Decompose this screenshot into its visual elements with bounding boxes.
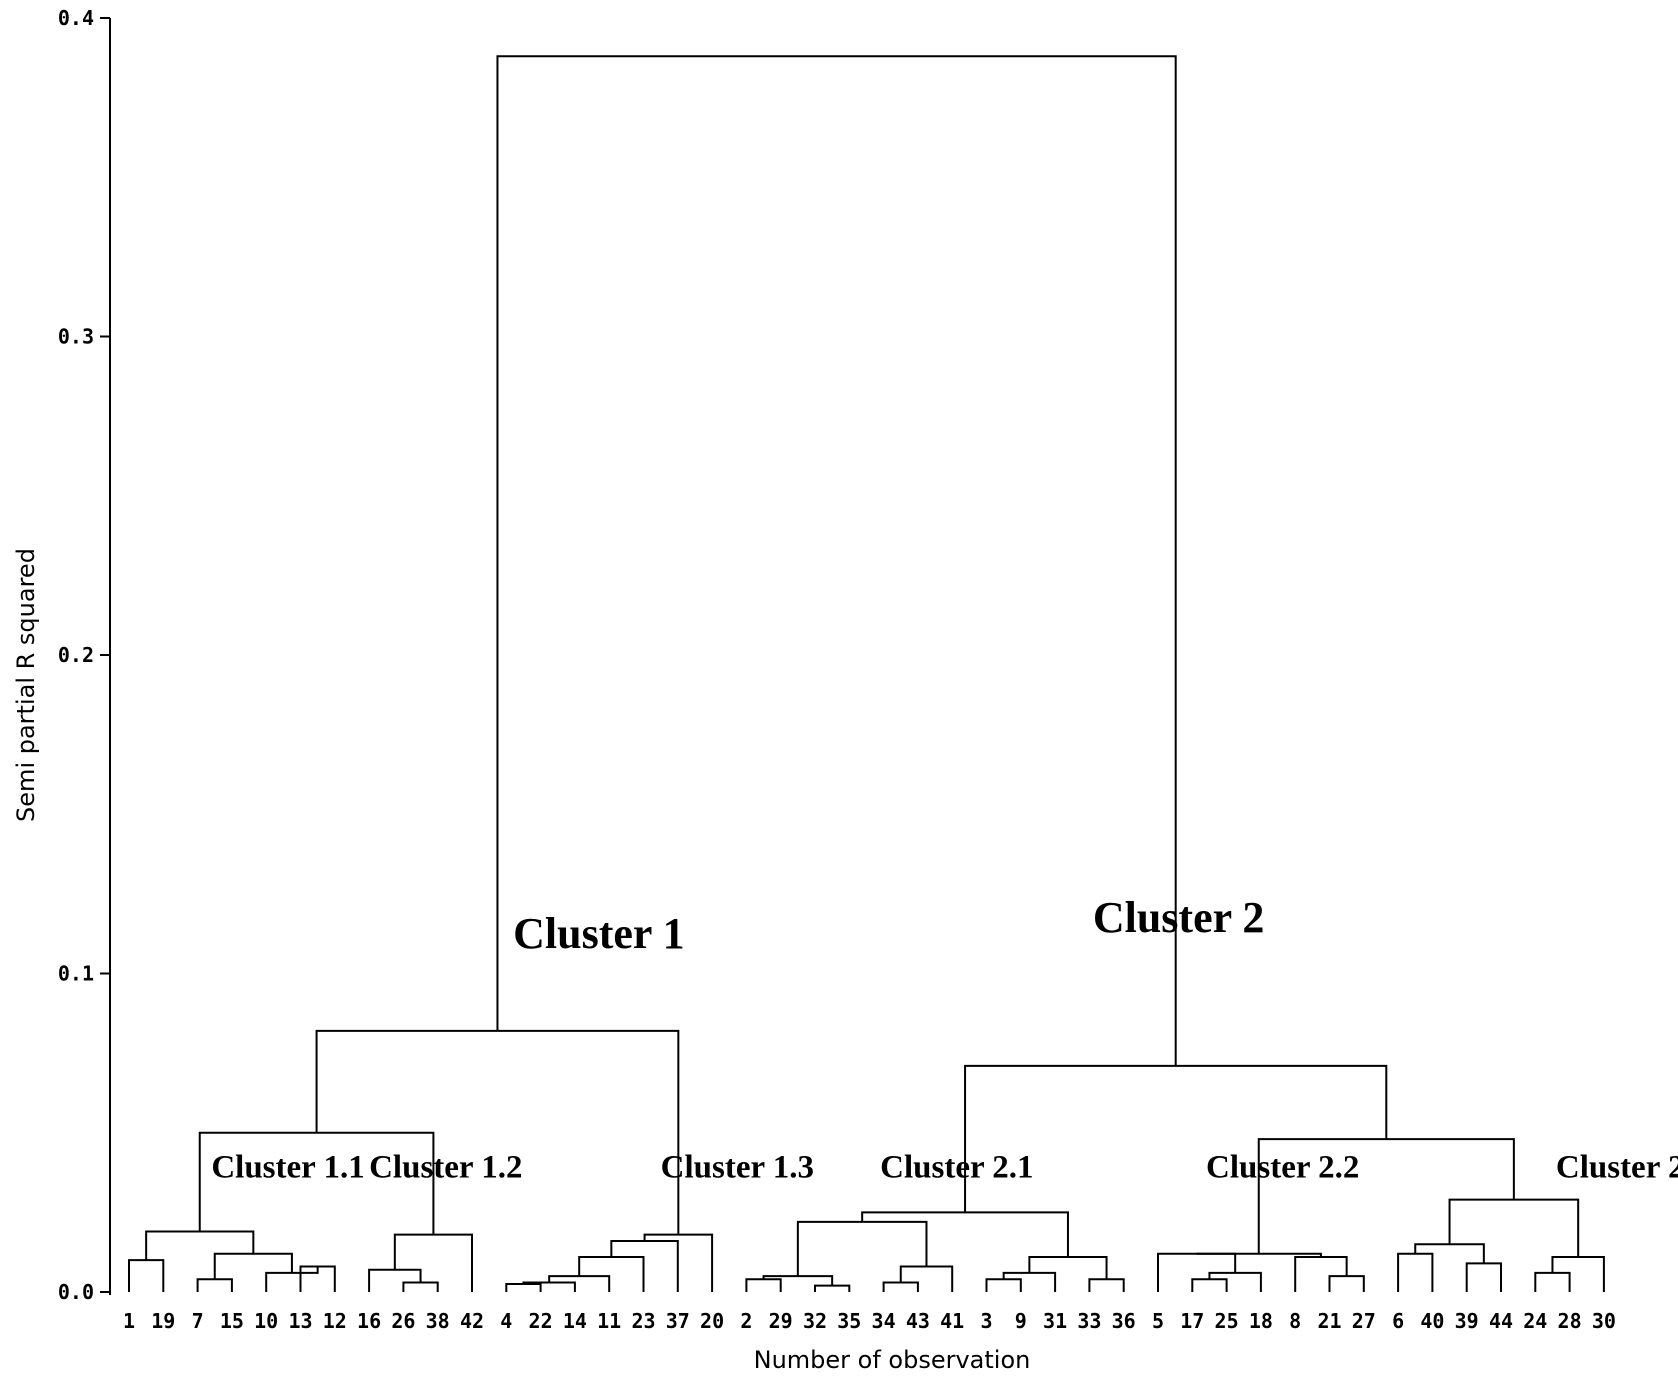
dendrogram-link (213, 1252, 293, 1280)
dendrogram-link (1465, 1262, 1502, 1292)
leaf-label: 34 (872, 1309, 896, 1333)
dendrogram-link (882, 1281, 919, 1292)
dendrogram-link (548, 1275, 611, 1292)
leaf-label: 16 (357, 1309, 381, 1333)
leaf-labels: 1 19 7 15 10 13 12 16 26 38 42 4 22 14 11 23 37 20 2 29 32 35… (123, 1309, 1616, 1333)
leaf-label: 42 (460, 1309, 484, 1333)
dendrogram-link (128, 1259, 165, 1292)
dendrogram-link (814, 1284, 851, 1292)
dendrogram-link (1448, 1198, 1580, 1257)
cluster-annotations: Cluster 1 Cluster 2 Cluster 1.1 Cluster 1.2… (211, 893, 1678, 1185)
dendrogram-link (505, 1283, 542, 1292)
leaf-label: 4 (500, 1309, 512, 1333)
leaf-label: 14 (563, 1309, 587, 1333)
leaf-label: 7 (192, 1309, 204, 1333)
leaf-label: 12 (323, 1309, 347, 1333)
leaf-label: 17 (1180, 1309, 1204, 1333)
dendrogram-link (745, 1278, 782, 1292)
leaf-label: 35 (837, 1309, 861, 1333)
cluster-label: Cluster 2 (1093, 893, 1265, 942)
dendrogram-link (1196, 1252, 1322, 1257)
cluster-label: Cluster 1.3 (661, 1149, 814, 1185)
y-tick-label: 0.1 (58, 962, 94, 986)
leaf-label: 27 (1352, 1309, 1376, 1333)
leaf-label: 18 (1249, 1309, 1273, 1333)
dendrogram-link (899, 1265, 954, 1292)
dendrogram-link (1294, 1255, 1348, 1292)
leaf-label: 33 (1077, 1309, 1101, 1333)
dendrogram-link (1534, 1271, 1571, 1292)
leaf-label: 39 (1455, 1309, 1479, 1333)
dendrogram-link (1328, 1275, 1365, 1292)
leaf-label: 43 (906, 1309, 930, 1333)
leaf-label: 1 (123, 1309, 135, 1333)
leaf-label: 38 (426, 1309, 450, 1333)
y-ticks: 0.0 0.1 0.2 0.3 0.4 (58, 6, 110, 1304)
leaf-label: 2 (740, 1309, 752, 1333)
y-tick-label: 0.3 (58, 325, 94, 349)
leaf-label: 30 (1592, 1309, 1616, 1333)
cluster-label: Cluster 2.2 (1206, 1149, 1359, 1185)
leaf-label: 22 (529, 1309, 553, 1333)
leaf-label: 21 (1317, 1309, 1341, 1333)
leaf-label: 25 (1215, 1309, 1239, 1333)
y-tick-label: 0.4 (58, 6, 94, 30)
dendrogram-link (861, 1211, 1069, 1257)
dendrogram-link (1208, 1271, 1262, 1292)
leaf-label: 44 (1489, 1309, 1513, 1333)
leaf-label: 37 (666, 1309, 690, 1333)
leaf-label: 23 (631, 1309, 655, 1333)
dendrogram-link (496, 55, 1177, 1066)
x-axis-title: Number of observation (754, 1346, 1031, 1374)
y-axis-title: Semi partial R squared (12, 548, 40, 822)
leaf-label: 20 (700, 1309, 724, 1333)
leaf-label: 10 (254, 1309, 278, 1333)
dendrogram-links (128, 55, 1605, 1292)
dendrogram-link (1551, 1255, 1605, 1292)
cluster-label: Cluster 2.3 (1556, 1149, 1678, 1185)
dendrogram-link (402, 1281, 439, 1292)
dendrogram-link (368, 1268, 422, 1292)
dendrogram-link (796, 1220, 928, 1277)
dendrogram-link (1397, 1252, 1434, 1292)
leaf-label: 28 (1558, 1309, 1582, 1333)
leaf-label: 32 (803, 1309, 827, 1333)
leaf-label: 8 (1289, 1309, 1301, 1333)
leaf-label: 40 (1420, 1309, 1444, 1333)
leaf-label: 31 (1043, 1309, 1067, 1333)
cluster-label: Cluster 1.1 (211, 1149, 364, 1185)
dendrogram-link (196, 1278, 233, 1292)
cluster-label: Cluster 2.1 (880, 1149, 1033, 1185)
dendrogram-link (578, 1255, 645, 1292)
dendrogram-link (1002, 1271, 1057, 1292)
dendrogram-link (762, 1275, 834, 1286)
leaf-label: 19 (151, 1309, 175, 1333)
cluster-label: Cluster 1.2 (369, 1149, 522, 1185)
dendrogram-link (1088, 1278, 1125, 1292)
dendrogram-link (1028, 1255, 1108, 1280)
leaf-label: 24 (1523, 1309, 1547, 1333)
cluster-label: Cluster 1 (513, 909, 685, 958)
y-tick-label: 0.0 (58, 1280, 94, 1304)
leaf-label: 36 (1112, 1309, 1136, 1333)
dendrogram-link (1191, 1278, 1228, 1292)
y-tick-label: 0.2 (58, 643, 94, 667)
leaf-label: 11 (597, 1309, 621, 1333)
leaf-label: 15 (220, 1309, 244, 1333)
leaf-label: 29 (769, 1309, 793, 1333)
leaf-label: 13 (288, 1309, 312, 1333)
dendrogram-link (610, 1240, 679, 1292)
leaf-label: 41 (940, 1309, 964, 1333)
leaf-label: 26 (391, 1309, 415, 1333)
leaf-label: 3 (980, 1309, 992, 1333)
leaf-label: 9 (1015, 1309, 1027, 1333)
leaf-label: 5 (1152, 1309, 1164, 1333)
dendrogram-link (145, 1230, 255, 1261)
leaf-label: 6 (1392, 1309, 1404, 1333)
dendrogram-link (985, 1278, 1022, 1292)
